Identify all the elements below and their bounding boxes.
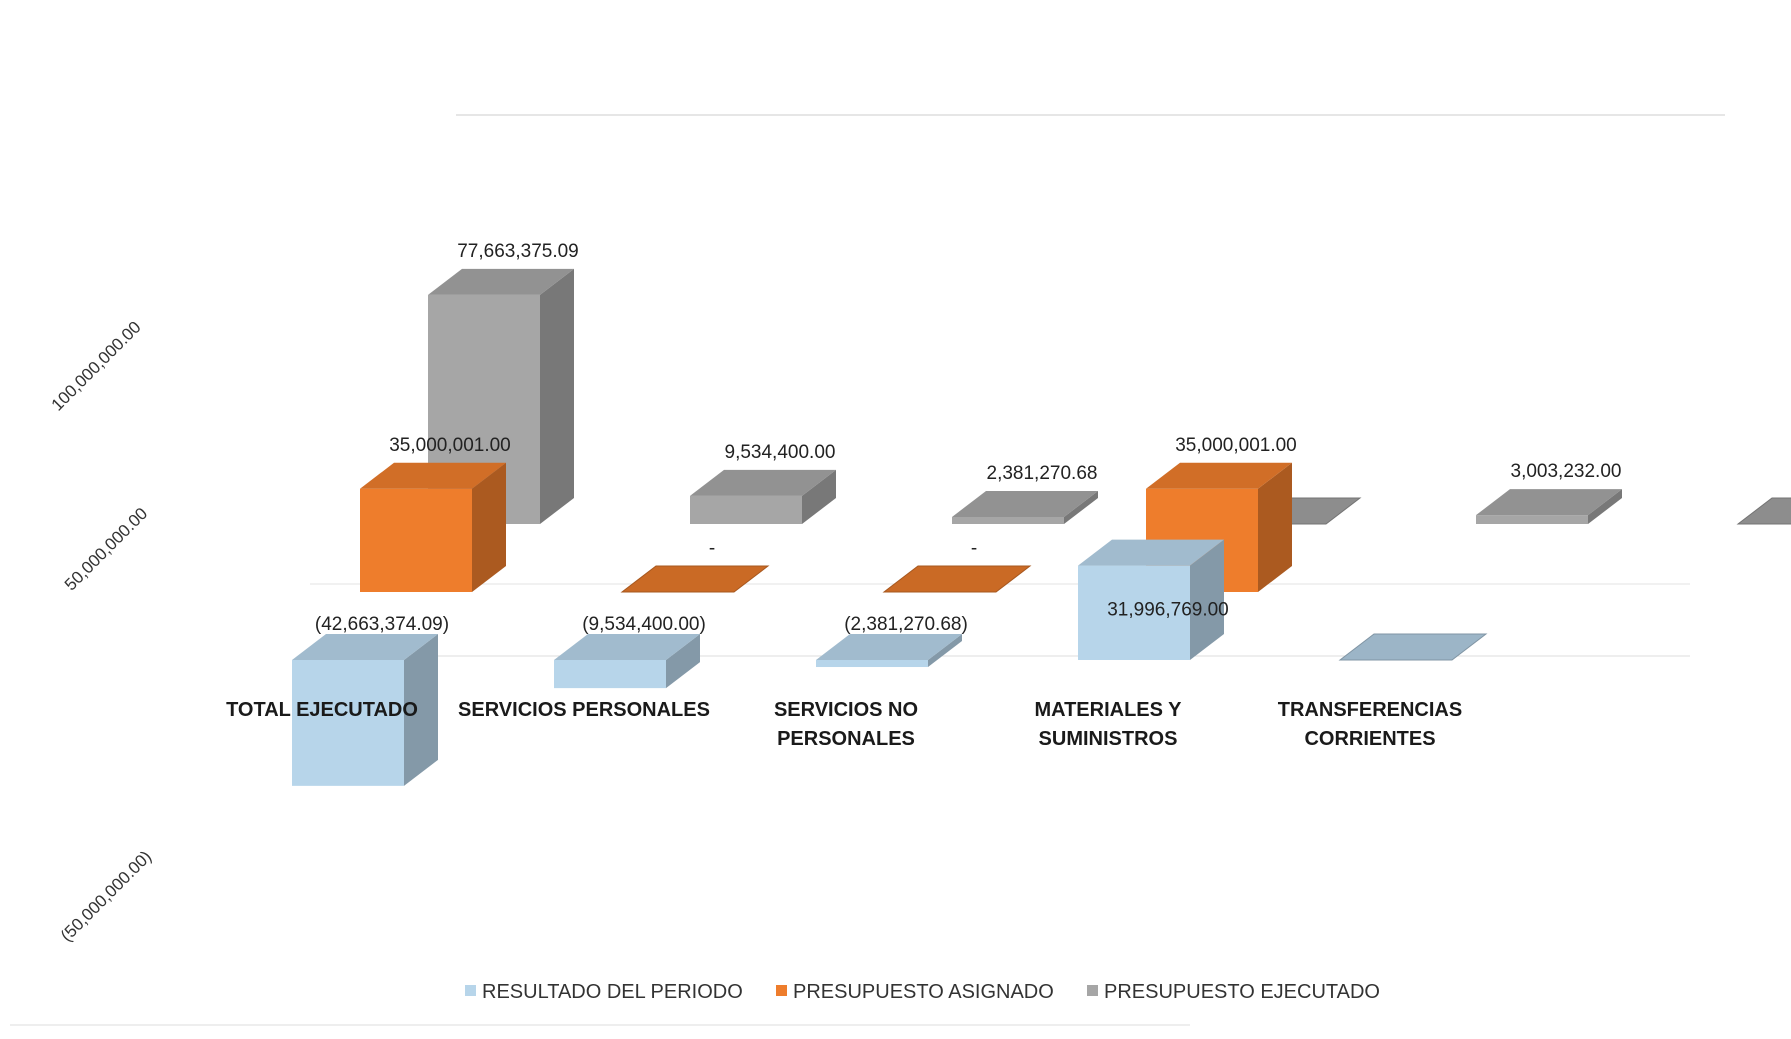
y-tick-label: (50,000,000.00) [57, 847, 155, 945]
bar-presupuesto-asignado-1 [360, 462, 506, 592]
data-labels-layer: (42,663,374.09) (9,534,400.00) (2,381,270.… [315, 241, 1622, 635]
y-tick-label: 100,000,000.00 [48, 318, 145, 415]
data-label-presupuesto-ejecutado-3: 2,381,270.68 [987, 463, 1098, 484]
bar-presupuesto-ejecutado-2-front [690, 495, 802, 524]
category-label-3: SERVICIOS NO [774, 699, 918, 721]
bar-resultado-del-periodo-1-side [404, 634, 438, 786]
bar-presupuesto-ejecutado-5-front [1476, 515, 1588, 524]
legend-label-presupuesto-asignado: PRESUPUESTO ASIGNADO [793, 981, 1054, 1003]
legend: RESULTADO DEL PERIODO PRESUPUESTO ASIGNAD… [465, 981, 1380, 1003]
bar-resultado-del-periodo-1-top [292, 634, 438, 660]
bar-resultado-del-periodo-5-top [1338, 633, 1488, 661]
data-label-presupuesto-ejecutado-1: 77,663,375.09 [457, 241, 579, 262]
bar-presupuesto-ejecutado-2 [690, 469, 836, 524]
data-label-presupuesto-asignado-4: 35,000,001.00 [1175, 435, 1297, 456]
bar-resultado-del-periodo-1-front [292, 660, 404, 786]
y-axis-ticks: 100,000,000.00 50,000,000.00 (50,000,000.0… [48, 318, 156, 946]
data-label-presupuesto-ejecutado-2: 9,534,400.00 [725, 442, 836, 463]
bar-resultado-del-periodo-2-top [554, 634, 700, 660]
bar-presupuesto-ejecutado-1-top [428, 268, 574, 295]
bar-presupuesto-ejecutado-3-side [1064, 490, 1098, 524]
bars-layer [292, 268, 1791, 786]
bar-resultado-del-periodo-2-side [666, 634, 700, 689]
category-label-4: MATERIALES Y [1034, 699, 1182, 721]
legend-swatch-resultado-del-periodo [465, 985, 476, 996]
bar-presupuesto-asignado-3-top [882, 565, 1032, 593]
data-label-resultado-del-periodo-1: (42,663,374.09) [315, 614, 449, 635]
data-label-resultado-del-periodo-3: (2,381,270.68) [844, 614, 968, 635]
bar-presupuesto-ejecutado-3-top [952, 490, 1098, 517]
y-tick-label: 50,000,000.00 [61, 504, 151, 594]
data-label-presupuesto-ejecutado-5: 3,003,232.00 [1511, 461, 1622, 482]
bar-resultado-del-periodo-3 [816, 634, 962, 668]
legend-swatch-presupuesto-asignado [776, 985, 787, 996]
category-label-5: TRANSFERENCIAS [1278, 699, 1462, 721]
bar-presupuesto-asignado-2 [620, 565, 770, 593]
bar-presupuesto-ejecutado-3 [952, 490, 1098, 524]
bar-presupuesto-ejecutado-1-side [540, 268, 574, 524]
data-label-presupuesto-asignado-1: 35,000,001.00 [389, 435, 511, 456]
bar-presupuesto-asignado-2-top [620, 565, 770, 593]
data-label-presupuesto-asignado-3: - [971, 538, 977, 559]
bar-resultado-del-periodo-2 [554, 634, 700, 689]
legend-swatch-presupuesto-ejecutado [1087, 985, 1098, 996]
bar-presupuesto-ejecutado-2-top [690, 469, 836, 496]
bar-presupuesto-ejecutado-1 [428, 268, 574, 524]
category-label-2: SERVICIOS PERSONALES [458, 699, 710, 721]
category-labels-layer: TOTAL EJECUTADO SERVICIOS PERSONALES SERVI… [226, 699, 1462, 750]
bar-presupuesto-ejecutado-5-side [1588, 489, 1622, 524]
category-label-4: SUMINISTROS [1039, 728, 1178, 750]
category-label-1: TOTAL EJECUTADO [226, 699, 418, 721]
bar-presupuesto-asignado-3 [882, 565, 1032, 593]
bar-presupuesto-asignado-4-side [1258, 462, 1292, 592]
category-label-3: PERSONALES [777, 728, 915, 750]
bar-presupuesto-ejecutado-5-top [1476, 489, 1622, 516]
bar-presupuesto-asignado-1-front [360, 488, 472, 592]
bar-resultado-del-periodo-4 [1078, 539, 1224, 660]
legend-label-resultado-del-periodo: RESULTADO DEL PERIODO [482, 981, 743, 1003]
grid-layer [10, 114, 1725, 1026]
bar-presupuesto-ejecutado-6 [1736, 497, 1791, 525]
bar-resultado-del-periodo-5 [1338, 633, 1488, 661]
bar-resultado-del-periodo-4-top [1078, 539, 1224, 566]
bar-presupuesto-ejecutado-2-side [802, 469, 836, 524]
bar-presupuesto-ejecutado-5 [1476, 489, 1622, 524]
bar-presupuesto-asignado-4-top [1146, 462, 1292, 489]
data-label-resultado-del-periodo-4: 31,996,769.00 [1107, 600, 1229, 621]
bar-presupuesto-asignado-1-top [360, 462, 506, 489]
data-label-presupuesto-asignado-2: - [709, 538, 715, 559]
bar-resultado-del-periodo-2-front [554, 660, 666, 689]
bar-resultado-del-periodo-1 [292, 634, 438, 786]
bar-resultado-del-periodo-3-side [928, 634, 962, 668]
bar-presupuesto-asignado-1-side [472, 462, 506, 592]
data-label-resultado-del-periodo-2: (9,534,400.00) [582, 614, 706, 635]
legend-label-presupuesto-ejecutado: PRESUPUESTO EJECUTADO [1104, 981, 1380, 1003]
bar-resultado-del-periodo-3-top [816, 634, 962, 660]
bar-resultado-del-periodo-4-side [1190, 539, 1224, 660]
bar-resultado-del-periodo-4-front [1078, 565, 1190, 660]
bar-presupuesto-ejecutado-3-front [952, 516, 1064, 524]
category-label-5: CORRIENTES [1304, 728, 1435, 750]
bar-resultado-del-periodo-3-front [816, 660, 928, 668]
bar-presupuesto-ejecutado-6-top [1736, 497, 1791, 525]
